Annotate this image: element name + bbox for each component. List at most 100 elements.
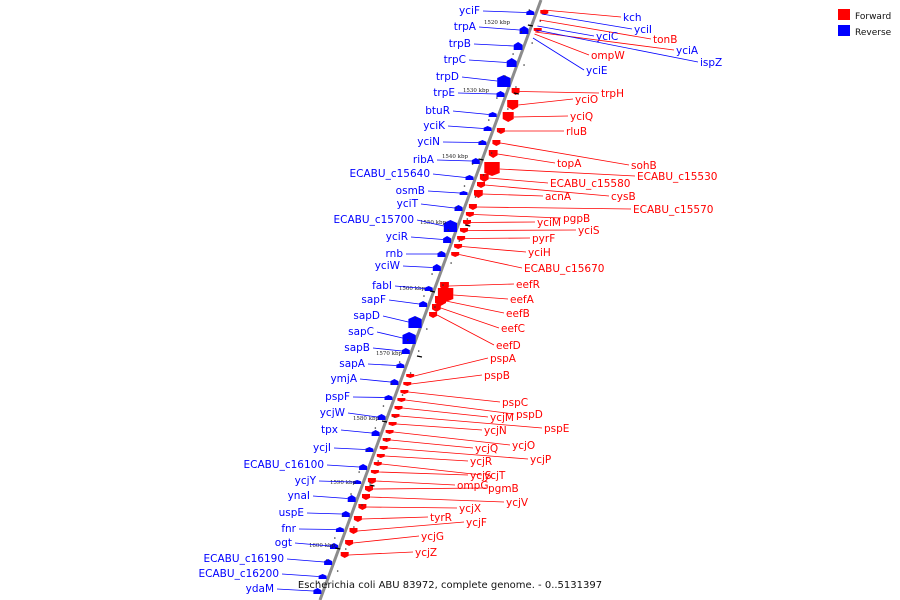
forward-gene-label: ECABU_c15670: [524, 263, 604, 275]
forward-label-leader: [375, 480, 456, 486]
legend: Forward Reverse: [838, 9, 892, 38]
reverse-gene-label: ymjA: [330, 373, 357, 385]
forward-label-leader: [414, 357, 489, 377]
forward-gene-label: yciQ: [570, 111, 593, 123]
reverse-gene-label: ribA: [413, 154, 435, 166]
forward-gene-label: ycjV: [506, 497, 529, 509]
forward-label-leader: [396, 423, 483, 431]
forward-label-leader: [459, 254, 523, 269]
scale-tick-mark: [381, 420, 388, 423]
forward-label-leader: [518, 98, 574, 106]
forward-gene-label: tonB: [653, 34, 677, 46]
reverse-label-leader: [367, 363, 397, 366]
forward-gene-arrow: [365, 486, 373, 492]
forward-gene-label: ECABU_c15580: [550, 178, 630, 190]
reverse-gene-label: ECABU_c15700: [334, 214, 414, 226]
track-dot: [523, 64, 525, 66]
forward-gene-label: ycjS: [470, 470, 492, 482]
track-dot: [496, 97, 498, 99]
forward-label-leader: [448, 283, 515, 287]
reverse-gene-label: fnr: [281, 523, 296, 535]
forward-gene-arrow: [479, 174, 489, 182]
reverse-gene-label: yciT: [397, 198, 419, 210]
forward-gene-arrow: [385, 430, 394, 434]
forward-gene-arrow: [362, 494, 370, 500]
forward-gene-label: pspE: [544, 423, 569, 435]
forward-gene-arrow: [370, 470, 379, 474]
legend-reverse-swatch: [838, 25, 850, 36]
forward-gene-label: ompG: [457, 480, 488, 492]
forward-label-leader: [488, 177, 549, 184]
reverse-label-leader: [442, 141, 479, 143]
track-dot: [442, 284, 444, 286]
track-dot: [409, 372, 412, 374]
forward-label-leader: [462, 246, 527, 253]
forward-label-leader: [500, 142, 630, 166]
track-dot: [504, 75, 506, 77]
forward-gene-arrow: [460, 228, 468, 233]
forward-label-leader: [361, 516, 429, 520]
reverse-label-leader: [478, 26, 520, 31]
track-dot: [490, 152, 493, 154]
forward-gene-label: cysB: [611, 191, 636, 203]
reverse-gene-arrow: [432, 264, 441, 271]
forward-gene-label: ycjZ: [415, 547, 437, 559]
track-dot: [342, 515, 344, 517]
reverse-gene-arrow: [454, 205, 463, 211]
reverse-gene-label: sapA: [339, 358, 366, 370]
forward-label-leader: [539, 19, 652, 40]
reverse-gene-arrow: [335, 527, 344, 532]
forward-gene-arrow: [432, 304, 441, 312]
reverse-label-leader: [376, 331, 403, 339]
forward-gene-arrow: [394, 406, 403, 410]
reverse-label-leader: [416, 219, 444, 227]
forward-gene-arrow: [492, 140, 501, 146]
forward-gene-arrow: [400, 390, 409, 394]
scale-tick-label: 1530 kbp: [463, 88, 490, 94]
reverse-gene-label: sapD: [353, 310, 380, 322]
scale-tick-mark: [478, 158, 484, 161]
reverse-gene-label: pspF: [325, 391, 350, 403]
forward-gene-label: ispZ: [700, 57, 722, 69]
forward-gene-arrow: [429, 312, 438, 318]
forward-gene-arrow: [454, 244, 463, 249]
forward-label-leader: [357, 521, 465, 532]
forward-label-leader: [440, 307, 500, 329]
track-dot: [350, 493, 352, 495]
genome-backbone: [318, 0, 543, 600]
reverse-gene-arrow: [341, 511, 350, 517]
gene-labels: yciF trpA trpB trpC trpD trpE btuR yciK yciN ribA…: [199, 5, 723, 595]
scale-tick-mark: [527, 24, 534, 27]
track-dot: [374, 427, 377, 429]
forward-label-leader: [405, 399, 515, 415]
reverse-gene-arrow: [465, 175, 474, 180]
reverse-label-leader: [294, 542, 331, 547]
reverse-label-leader: [410, 236, 444, 240]
reverse-label-leader: [402, 265, 433, 268]
reverse-gene-label: trpD: [436, 71, 459, 83]
reverse-gene-arrow: [437, 251, 446, 257]
track-dot: [431, 273, 433, 275]
reverse-label-leader: [447, 125, 484, 129]
forward-label-leader: [370, 496, 505, 503]
track-dot: [455, 207, 458, 209]
reverse-gene-label: yciF: [459, 5, 480, 17]
forward-gene-label: ycjF: [466, 517, 487, 529]
forward-gene-label: pspB: [484, 370, 510, 382]
reverse-label-leader: [457, 92, 497, 95]
reverse-label-leader: [359, 378, 391, 383]
reverse-gene-label: rnb: [386, 248, 404, 260]
track-dot: [377, 460, 379, 462]
scale-tick-mark: [335, 547, 341, 550]
forward-gene-label: ycjR: [470, 456, 492, 468]
forward-label-leader: [534, 33, 590, 56]
reverse-label-leader: [461, 76, 498, 82]
scale-tick-mark: [416, 355, 423, 358]
track-dot: [334, 537, 336, 539]
forward-gene-label: tyrR: [430, 512, 452, 524]
forward-label-leader: [411, 374, 483, 385]
forward-gene-label: ompW: [591, 50, 625, 62]
track-dot: [393, 416, 396, 418]
forward-gene-arrow: [382, 438, 391, 442]
